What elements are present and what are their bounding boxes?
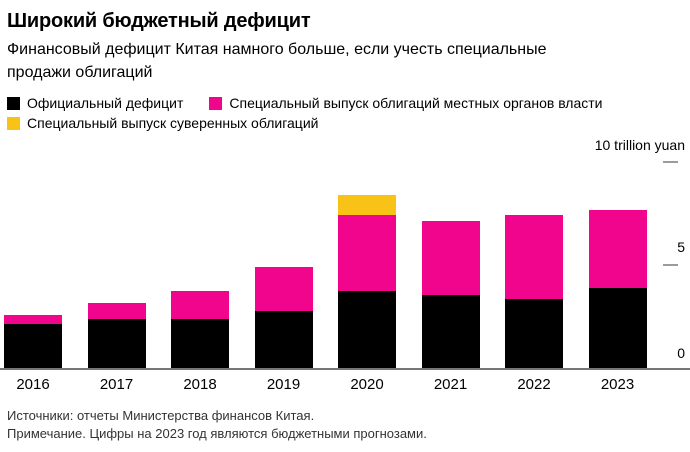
legend-swatch-pink [209,96,223,110]
bar-segment [505,214,563,299]
page-title: Широкий бюджетный дефицит [7,10,311,32]
legend-row: Специальный выпуск суверенных облигаций [7,113,682,133]
x-axis-label-2019: 2019 [266,376,301,393]
bar-segment [421,220,480,295]
legend-row: Официальный дефицит Специальный выпуск о… [7,93,682,113]
x-axis-label-2021: 2021 [433,376,468,393]
bar-segment [171,290,229,319]
bar-segment [171,318,229,368]
bar-segment [87,318,146,368]
bar-segment [338,194,396,216]
y-axis-unit-label: 10 trillion yuan [594,137,685,153]
bar-segment [588,288,647,368]
bar-2019 [254,266,313,368]
bar-segment [338,215,396,291]
bar-segment [338,290,396,368]
legend-swatch-yellow [7,116,20,130]
x-axis-line [0,368,690,370]
bar-segment [254,311,313,368]
bar-chart: 10 trillion yuan 5 0 2016 2017 2018 2019 202… [0,135,690,393]
x-axis-label-2016: 2016 [16,376,50,393]
bar-2016 [4,315,62,368]
bar-segment [588,209,647,289]
legend-label: Официальный дефицит [27,95,184,111]
y-axis-label-0: 0 [677,345,685,361]
x-axis-label-2018: 2018 [183,376,217,393]
x-axis-label-2020: 2020 [350,376,384,393]
y-axis-label-5: 5 [677,239,685,255]
y-axis-tick-10 [663,161,678,163]
bar-segment [87,302,146,319]
x-axis-label-2023: 2023 [600,376,635,393]
bar-2018 [171,290,229,368]
legend-label: Специальный выпуск облигаций местных орг… [229,95,603,111]
y-axis-tick-5 [663,264,678,266]
bar-segment [4,323,62,368]
chart-subtitle: Финансовый дефицит Китая намного больше,… [7,41,547,81]
bar-2020 [338,194,396,368]
legend-label: Специальный выпуск суверенных облигаций [27,115,319,131]
note-line: Примечание. Цифры на 2023 год являются б… [7,425,427,441]
bar-segment [421,294,480,368]
bar-segment [505,298,563,368]
source-line: Источники: отчеты Министерства финансов … [7,408,315,423]
legend-swatch-black [7,96,20,110]
legend-item-official-deficit: Официальный дефицит [7,93,183,113]
x-axis-label-2017: 2017 [99,376,134,393]
bar-2023 [588,209,647,368]
legend-item-sovereign-bonds: Специальный выпуск суверенных облигаций [7,113,318,133]
plot-area [0,162,690,368]
legend-item-local-bonds: Специальный выпуск облигаций местных орг… [209,93,603,113]
bar-2022 [505,214,563,368]
bar-segment [4,315,62,324]
chart-footer: Источники: отчеты Министерства финансов … [7,407,682,442]
bar-2017 [87,302,146,368]
bar-segment [254,266,313,312]
x-axis-label-2022: 2022 [517,376,551,393]
bar-2021 [421,220,480,368]
chart-legend: Официальный дефицит Специальный выпуск о… [7,93,682,133]
